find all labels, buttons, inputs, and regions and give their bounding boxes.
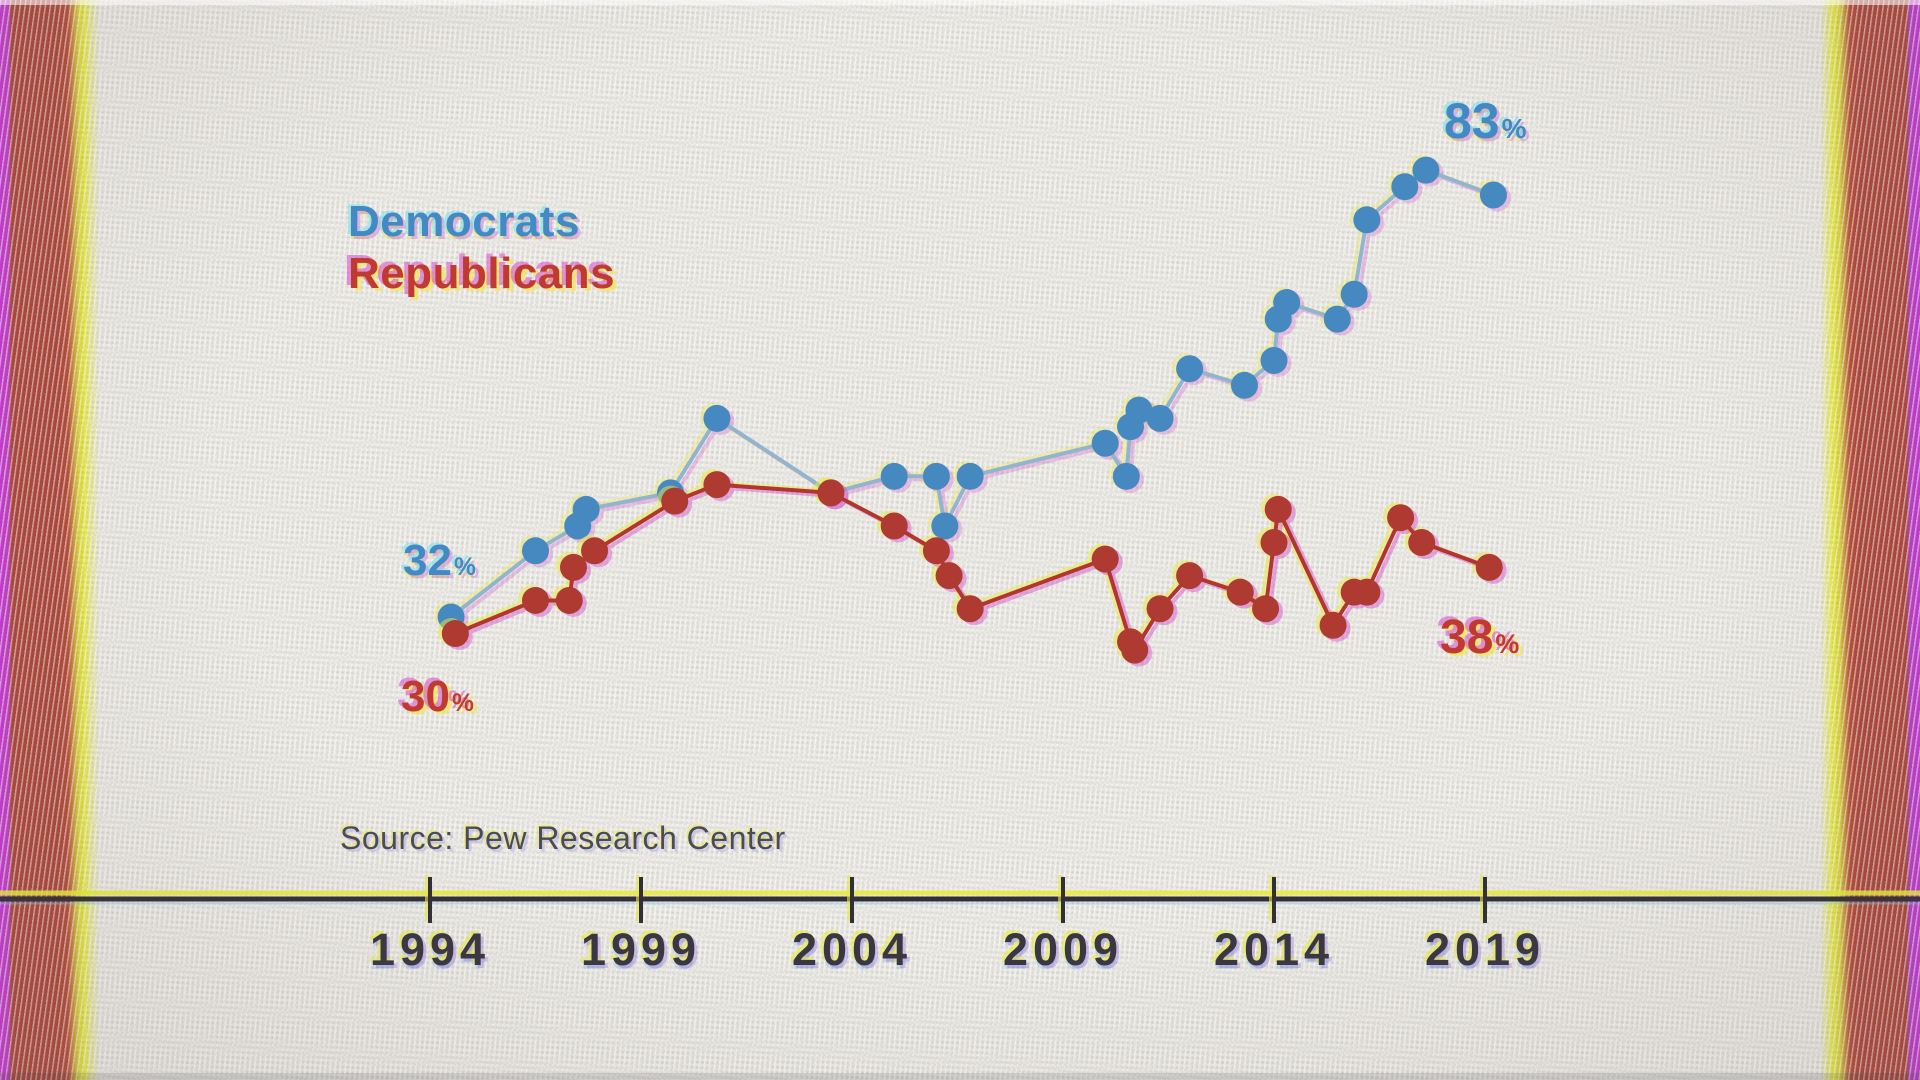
x-tick-label: 2014 xyxy=(1213,924,1335,975)
republicans-start-value-label: 30% xyxy=(401,672,474,722)
chart-legend: Democrats Republicans xyxy=(348,196,615,300)
frame-edge-top xyxy=(0,0,1920,5)
value-number: 30 xyxy=(401,672,450,721)
republicans-end-value-label: 38% xyxy=(1440,610,1519,665)
value-number: 32 xyxy=(403,536,452,585)
percent-sign: % xyxy=(453,554,476,581)
frame-edge-bottom xyxy=(0,1073,1920,1080)
percent-sign: % xyxy=(1495,629,1520,659)
value-number: 38 xyxy=(1440,611,1494,664)
x-tick-label: 2009 xyxy=(1002,924,1124,975)
percent-sign: % xyxy=(451,690,474,717)
democrats-end-value-label: 83% xyxy=(1444,92,1527,150)
democrats-start-value-label: 32% xyxy=(403,536,476,586)
x-tick-label: 2004 xyxy=(791,924,913,975)
legend-item-republicans: Republicans xyxy=(348,248,616,298)
value-number: 83 xyxy=(1444,93,1500,149)
source-credit: Source: Pew Research Center xyxy=(340,820,786,856)
x-tick-label: 1994 xyxy=(369,924,491,975)
x-tick-label: 1999 xyxy=(580,924,702,975)
percent-sign: % xyxy=(1501,113,1527,144)
legend-item-democrats: Democrats xyxy=(348,197,580,246)
x-tick-label: 2019 xyxy=(1424,924,1546,975)
